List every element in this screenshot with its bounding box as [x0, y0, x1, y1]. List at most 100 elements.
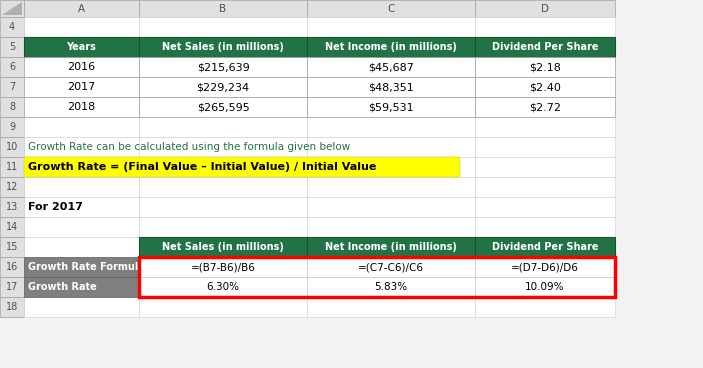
Bar	[475, 277, 615, 297]
Bar	[139, 297, 307, 317]
Bar	[24, 77, 139, 97]
Bar	[307, 77, 475, 97]
Text: 5.83%: 5.83%	[375, 282, 408, 292]
Text: =(B7-B6)/B6: =(B7-B6)/B6	[191, 262, 255, 272]
Text: Years: Years	[67, 42, 96, 52]
Text: =(D7-D6)/D6: =(D7-D6)/D6	[511, 262, 579, 272]
Bar	[0, 0, 24, 17]
Text: Growth Rate: Growth Rate	[28, 282, 97, 292]
Bar	[307, 217, 475, 237]
Text: $59,531: $59,531	[368, 102, 414, 112]
Text: 2016: 2016	[67, 62, 96, 72]
Text: B: B	[219, 4, 226, 14]
Bar	[24, 0, 139, 17]
Bar	[24, 237, 139, 257]
Bar	[307, 57, 475, 77]
Bar	[475, 77, 615, 97]
Bar	[475, 197, 615, 217]
Bar	[307, 77, 475, 97]
Bar	[24, 217, 139, 237]
Bar	[139, 277, 307, 297]
Bar	[139, 97, 307, 117]
Bar	[307, 237, 475, 257]
Bar	[307, 257, 475, 277]
Bar	[24, 277, 139, 297]
Text: 14: 14	[6, 222, 18, 232]
Bar	[307, 0, 475, 17]
Bar	[475, 97, 615, 117]
Bar	[475, 57, 615, 77]
Bar	[0, 257, 24, 277]
Text: 9: 9	[9, 122, 15, 132]
Bar	[307, 57, 475, 77]
Bar	[24, 137, 139, 157]
Bar	[475, 157, 615, 177]
Text: Net Sales (in millions): Net Sales (in millions)	[162, 42, 284, 52]
Text: 2017: 2017	[67, 82, 96, 92]
Text: 10.09%: 10.09%	[525, 282, 565, 292]
Bar	[0, 77, 24, 97]
Text: Growth Rate Formula: Growth Rate Formula	[28, 262, 145, 272]
Bar	[139, 17, 307, 37]
Bar	[24, 297, 139, 317]
Polygon shape	[2, 2, 22, 15]
Text: 2018: 2018	[67, 102, 96, 112]
Bar	[139, 277, 307, 297]
Bar	[24, 37, 139, 57]
Text: 10: 10	[6, 142, 18, 152]
Bar	[475, 0, 615, 17]
Bar	[475, 117, 615, 137]
Bar	[139, 77, 307, 97]
Text: $45,687: $45,687	[368, 62, 414, 72]
Text: For 2017: For 2017	[28, 202, 83, 212]
Bar	[475, 277, 615, 297]
Bar	[139, 37, 307, 57]
Bar	[0, 197, 24, 217]
Bar	[0, 177, 24, 197]
Bar	[139, 0, 307, 17]
Bar	[24, 117, 139, 137]
Bar	[24, 57, 139, 77]
Bar	[307, 117, 475, 137]
Text: $2.72: $2.72	[529, 102, 561, 112]
Bar	[307, 157, 475, 177]
Bar	[24, 17, 139, 37]
Bar	[0, 37, 24, 57]
Bar	[139, 237, 307, 257]
Bar	[307, 277, 475, 297]
Text: $215,639: $215,639	[197, 62, 250, 72]
Text: 13: 13	[6, 202, 18, 212]
Bar	[0, 97, 24, 117]
Bar	[307, 277, 475, 297]
Bar	[0, 157, 24, 177]
Text: 18: 18	[6, 302, 18, 312]
Text: Growth Rate can be calculated using the formula given below: Growth Rate can be calculated using the …	[28, 142, 350, 152]
Bar	[24, 257, 139, 277]
Text: 5: 5	[9, 42, 15, 52]
Bar	[307, 97, 475, 117]
Bar	[24, 257, 139, 277]
Bar	[24, 97, 139, 117]
Text: 6: 6	[9, 62, 15, 72]
Bar	[24, 57, 139, 77]
Bar	[24, 77, 139, 97]
Bar	[475, 237, 615, 257]
Bar	[475, 297, 615, 317]
Text: C: C	[387, 4, 394, 14]
Bar	[139, 57, 307, 77]
Bar	[475, 17, 615, 37]
Bar	[139, 37, 307, 57]
Text: Net Sales (in millions): Net Sales (in millions)	[162, 242, 284, 252]
Bar	[307, 37, 475, 57]
Bar	[139, 117, 307, 137]
Text: Growth Rate = (Final Value – Initial Value) / Initial Value: Growth Rate = (Final Value – Initial Val…	[28, 162, 376, 172]
Text: Dividend Per Share: Dividend Per Share	[492, 42, 598, 52]
Text: Net Income (in millions): Net Income (in millions)	[325, 42, 457, 52]
Bar	[139, 77, 307, 97]
Bar	[139, 237, 307, 257]
Bar	[0, 277, 24, 297]
Bar	[307, 197, 475, 217]
Bar	[139, 177, 307, 197]
Bar	[475, 237, 615, 257]
Bar	[24, 197, 139, 217]
